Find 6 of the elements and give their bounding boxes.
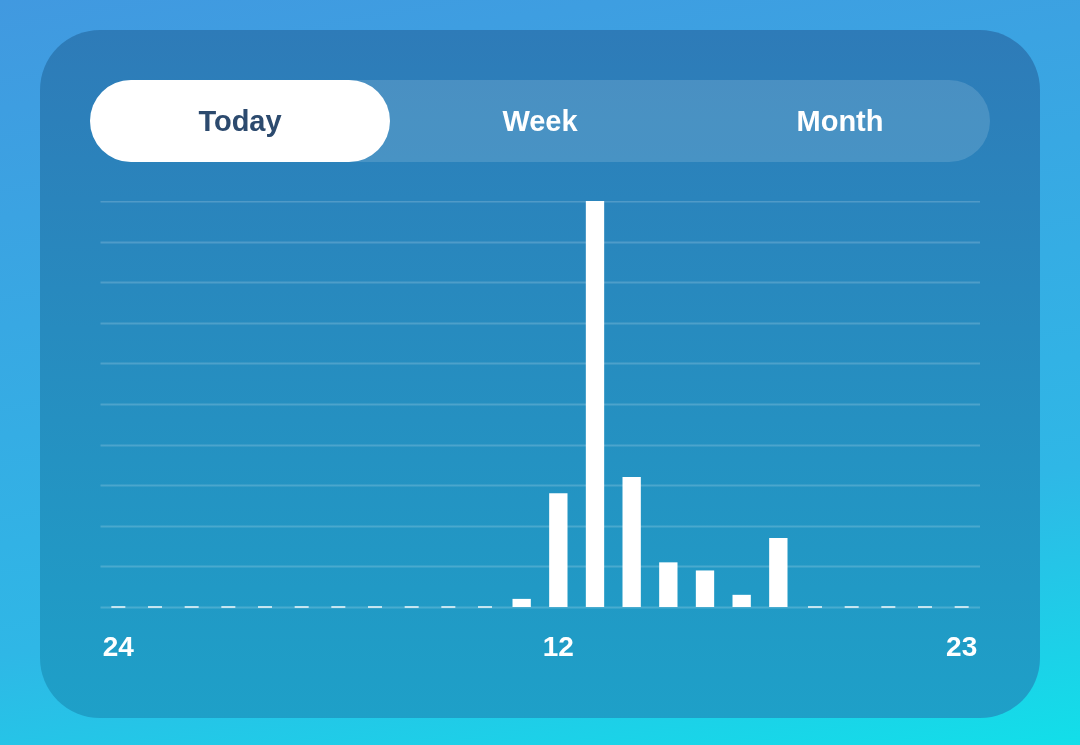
text: Week (501, 103, 579, 139)
text: Month (795, 103, 885, 139)
text: Today (90, 80, 390, 162)
x-tick-label: 23 (946, 630, 978, 662)
x-tick-label: 24 (102, 630, 135, 662)
x-tick-label: 12 (542, 630, 574, 662)
